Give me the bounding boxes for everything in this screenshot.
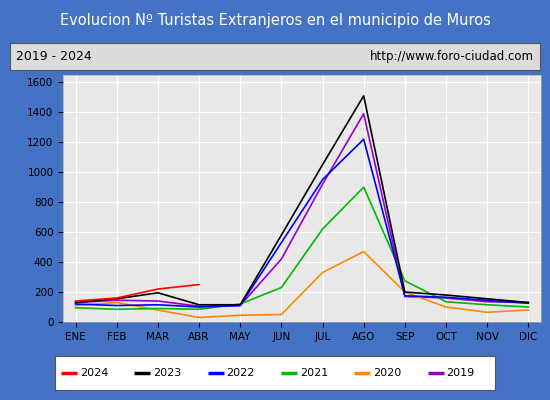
Text: 2021: 2021	[300, 368, 328, 378]
Text: 2022: 2022	[227, 368, 255, 378]
Text: Evolucion Nº Turistas Extranjeros en el municipio de Muros: Evolucion Nº Turistas Extranjeros en el …	[59, 14, 491, 28]
Text: 2019 - 2024: 2019 - 2024	[16, 50, 92, 63]
Text: 2023: 2023	[153, 368, 182, 378]
Text: 2020: 2020	[373, 368, 402, 378]
Text: 2024: 2024	[80, 368, 108, 378]
Text: 2019: 2019	[447, 368, 475, 378]
Text: http://www.foro-ciudad.com: http://www.foro-ciudad.com	[370, 50, 534, 63]
